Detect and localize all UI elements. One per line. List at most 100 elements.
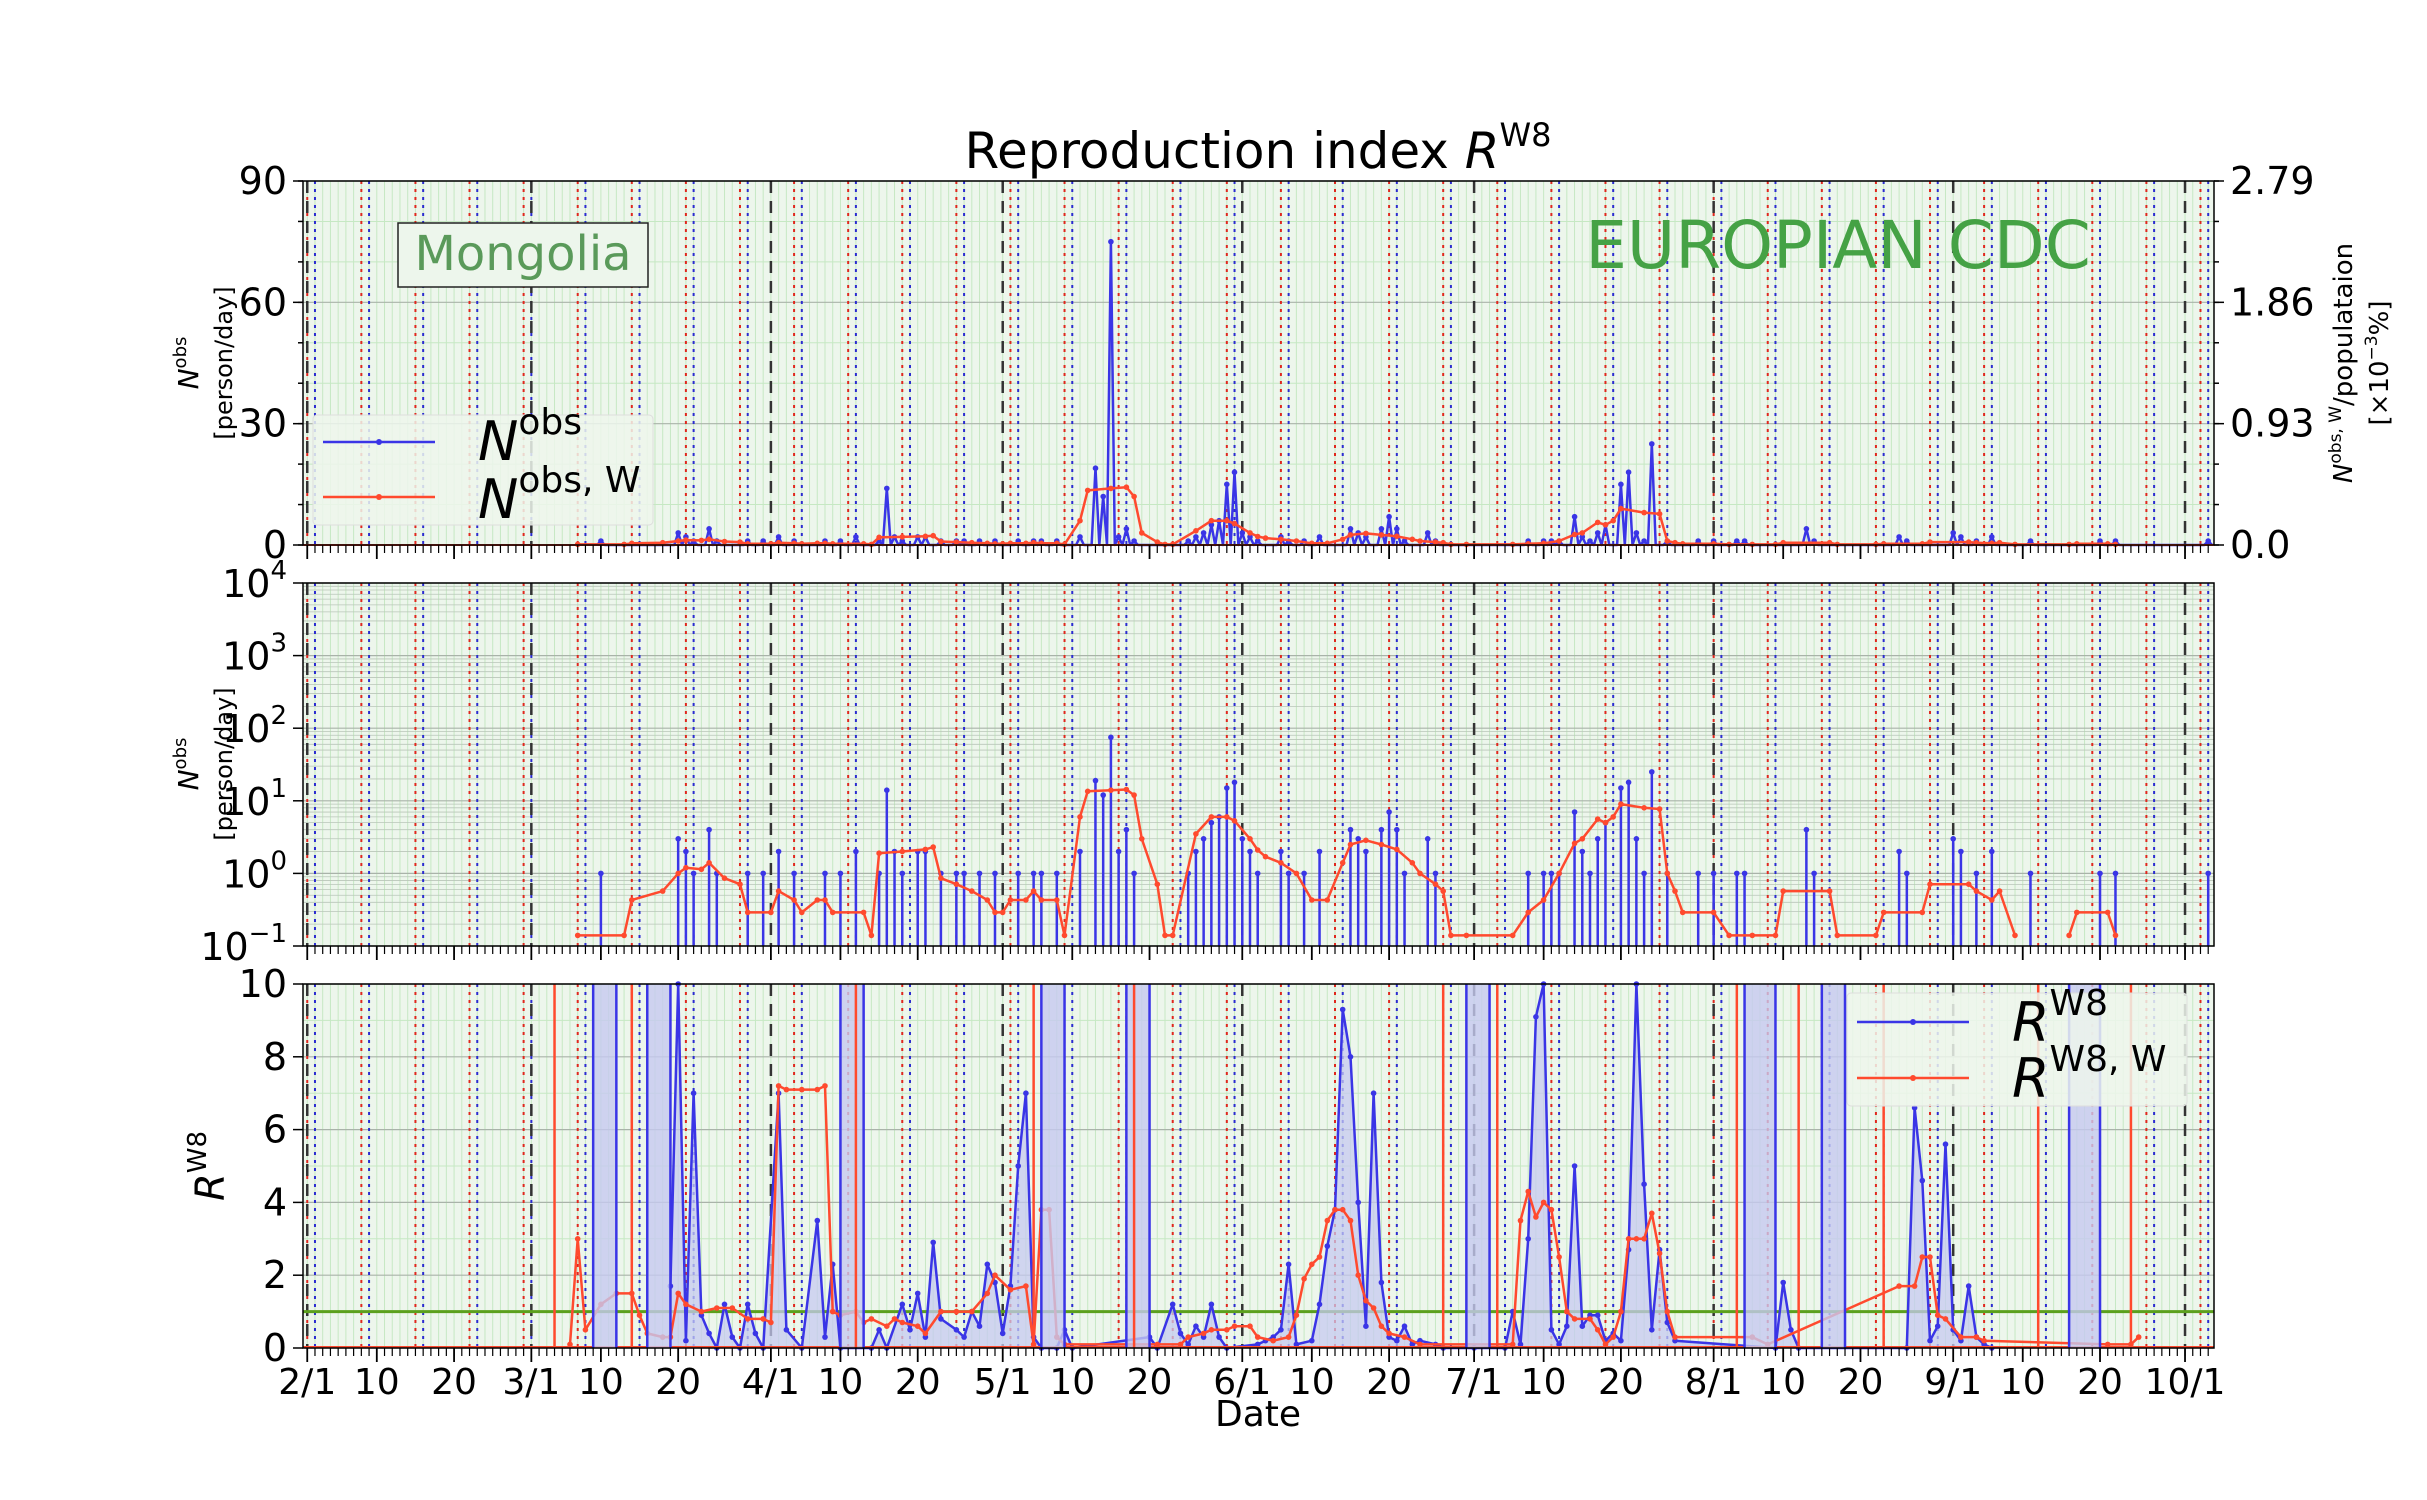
- rw8-point: [1525, 1236, 1531, 1242]
- nobs-point: [1803, 526, 1810, 532]
- nobs-w-log-point: [899, 848, 906, 855]
- nobs-w-log-point: [1710, 909, 1717, 916]
- panel1-y2-tick-label: 0.0: [2230, 523, 2290, 567]
- nobs-w-log-point: [1656, 806, 1663, 812]
- rw8-w-point: [992, 1272, 998, 1278]
- nobs-w-log-point: [791, 897, 797, 903]
- rw8-w-point: [1316, 1254, 1323, 1260]
- rw8-point: [752, 1330, 759, 1337]
- nobs-w-point: [1208, 517, 1215, 524]
- nobs-log-point: [760, 870, 766, 877]
- nobs-w-log-point: [1826, 888, 1833, 894]
- nobs-w-log-point: [1378, 841, 1385, 848]
- panel1-y-tick-label: 30: [239, 402, 287, 446]
- nobs-w-log-point: [1965, 881, 1972, 887]
- legend-nobs-w: Nobs, W: [478, 460, 641, 531]
- rw8-w-point: [1185, 1334, 1191, 1340]
- nobs-point: [1649, 441, 1655, 447]
- panel3-y-tick-label: 0: [263, 1326, 287, 1370]
- axis-layer: 03060900.00.931.862.7910−110010110210310…: [200, 159, 2314, 1403]
- nobs-w-point: [698, 537, 705, 544]
- nobs-w-log-point: [922, 846, 929, 853]
- rw8-w-point: [1224, 1327, 1230, 1333]
- nobs-w-log-point: [2066, 932, 2072, 939]
- nobs-w-point: [1084, 487, 1091, 494]
- x-tick-label: 10: [1049, 1362, 1095, 1403]
- nobs-w-point: [1965, 539, 1972, 545]
- nobs-log-point: [1594, 836, 1601, 842]
- rw8-w-point: [1625, 1236, 1632, 1242]
- nobs-w-log-point: [1873, 932, 1879, 939]
- x-tick-label: 6/1: [1213, 1362, 1271, 1403]
- nobs-w-log-point: [698, 866, 705, 873]
- nobs-point: [1424, 530, 1431, 536]
- rw8-point: [961, 1334, 967, 1340]
- x-tick-label: 8/1: [1685, 1362, 1743, 1403]
- panel3-frame: [302, 983, 2215, 1349]
- panel1-y2label: Nobs, W/populataion [×10−3%]: [2326, 243, 2395, 483]
- nobs-point: [1633, 530, 1640, 536]
- panel3-y-tick-label: 2: [263, 1253, 287, 1297]
- nobs-w-point: [876, 534, 882, 541]
- rw8-w-point: [1339, 1206, 1346, 1213]
- nobs-w-log-point: [1123, 786, 1130, 793]
- x-tick-label: 10: [1760, 1362, 1806, 1403]
- rw8-w-point: [1154, 1341, 1161, 1348]
- nobs-log-point: [2205, 870, 2211, 877]
- rw8-point: [1370, 1090, 1377, 1096]
- nobs-point: [1741, 538, 1748, 544]
- nobs-w-log-point: [1919, 909, 1926, 916]
- rw8-point: [783, 1327, 790, 1333]
- nobs-point: [1208, 522, 1215, 528]
- nobs-w-point: [1656, 511, 1663, 517]
- nobs-w-point: [683, 537, 689, 543]
- nobs-log-point: [1108, 734, 1114, 741]
- x-tick-label: 10: [1521, 1362, 1567, 1403]
- nobs-log-point: [822, 870, 828, 877]
- nobs-log-point: [706, 826, 712, 833]
- rw8-point: [1278, 1327, 1284, 1333]
- svg-text:[person/day]: [person/day]: [210, 286, 238, 439]
- nobs-w-log-point: [1193, 831, 1199, 837]
- rw8-point: [1355, 1199, 1361, 1206]
- nobs-w-point: [1927, 539, 1933, 545]
- nobs-w-log-point: [1293, 870, 1300, 877]
- nobs-point: [1108, 238, 1114, 245]
- panel3-y-tick-label: 6: [263, 1108, 287, 1152]
- nobs-log-point: [1224, 785, 1230, 791]
- svg-text:[×10−3%]: [×10−3%]: [2362, 301, 2395, 426]
- rw8-w-point: [938, 1308, 944, 1315]
- nobs-w-log-point: [683, 864, 689, 871]
- svg-text:Nobs: Nobs: [170, 337, 205, 390]
- rw8-saturated-band: [1821, 984, 1846, 1348]
- rw8-point: [938, 1316, 944, 1322]
- nobs-w-log-point: [868, 932, 875, 939]
- rw8-w-series-line: [568, 1084, 2140, 1346]
- x-tick-label: 20: [1838, 1362, 1884, 1403]
- nobs-w-log-point: [1131, 792, 1137, 798]
- panel1-frame: [302, 180, 2215, 546]
- panel1-ylabel: Nobs [person/day]: [170, 286, 238, 439]
- nobs-w-log-point: [1448, 932, 1454, 939]
- nobs-point: [853, 534, 859, 540]
- nobs-w-point: [1394, 533, 1400, 540]
- rw8-w-point: [1517, 1217, 1524, 1224]
- nobs-point: [1571, 513, 1578, 520]
- nobs-point: [1316, 534, 1323, 540]
- nobs-point: [760, 538, 766, 544]
- rw8-w-point: [1618, 1308, 1624, 1315]
- panel1-y2-tick-label: 0.93: [2230, 402, 2315, 446]
- x-tick-label: 5/1: [974, 1362, 1032, 1403]
- nobs-w-point: [1347, 532, 1354, 538]
- rw8-w-point: [1370, 1305, 1377, 1311]
- nobs-log-point: [1077, 848, 1083, 855]
- rw8-w-point: [814, 1086, 821, 1093]
- rw8-w-point: [1285, 1334, 1292, 1340]
- nobs-log-point: [1579, 848, 1586, 855]
- nobs-point: [1904, 538, 1910, 544]
- nobs-w-log-point: [1061, 932, 1068, 939]
- nobs-w-log-point: [930, 844, 936, 850]
- rw8-w-point: [1247, 1323, 1253, 1329]
- nobs-w-log-point: [706, 860, 712, 866]
- nobs-log-point: [2112, 870, 2119, 877]
